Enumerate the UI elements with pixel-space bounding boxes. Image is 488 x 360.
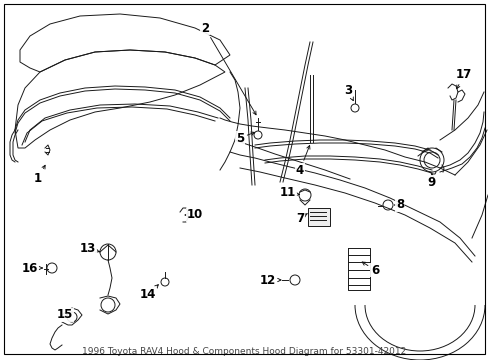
Text: 8: 8 — [394, 198, 403, 211]
Text: 10: 10 — [184, 208, 203, 221]
Text: 17: 17 — [455, 68, 471, 89]
Text: 3: 3 — [343, 84, 353, 100]
Text: 6: 6 — [362, 262, 378, 276]
Text: 16: 16 — [22, 261, 42, 274]
Text: 1: 1 — [34, 165, 45, 184]
Text: 12: 12 — [259, 274, 281, 287]
Text: 4: 4 — [295, 145, 309, 176]
FancyBboxPatch shape — [307, 208, 329, 226]
Text: 5: 5 — [235, 131, 254, 144]
Text: 11: 11 — [279, 186, 299, 199]
Text: 2: 2 — [201, 22, 256, 115]
Text: 7: 7 — [295, 211, 306, 225]
Text: 9: 9 — [427, 174, 435, 189]
Text: 15: 15 — [57, 309, 73, 321]
Text: 14: 14 — [140, 285, 158, 302]
Text: 13: 13 — [80, 242, 99, 255]
Text: 1996 Toyota RAV4 Hood & Components Hood Diagram for 53301-42012: 1996 Toyota RAV4 Hood & Components Hood … — [81, 347, 406, 356]
